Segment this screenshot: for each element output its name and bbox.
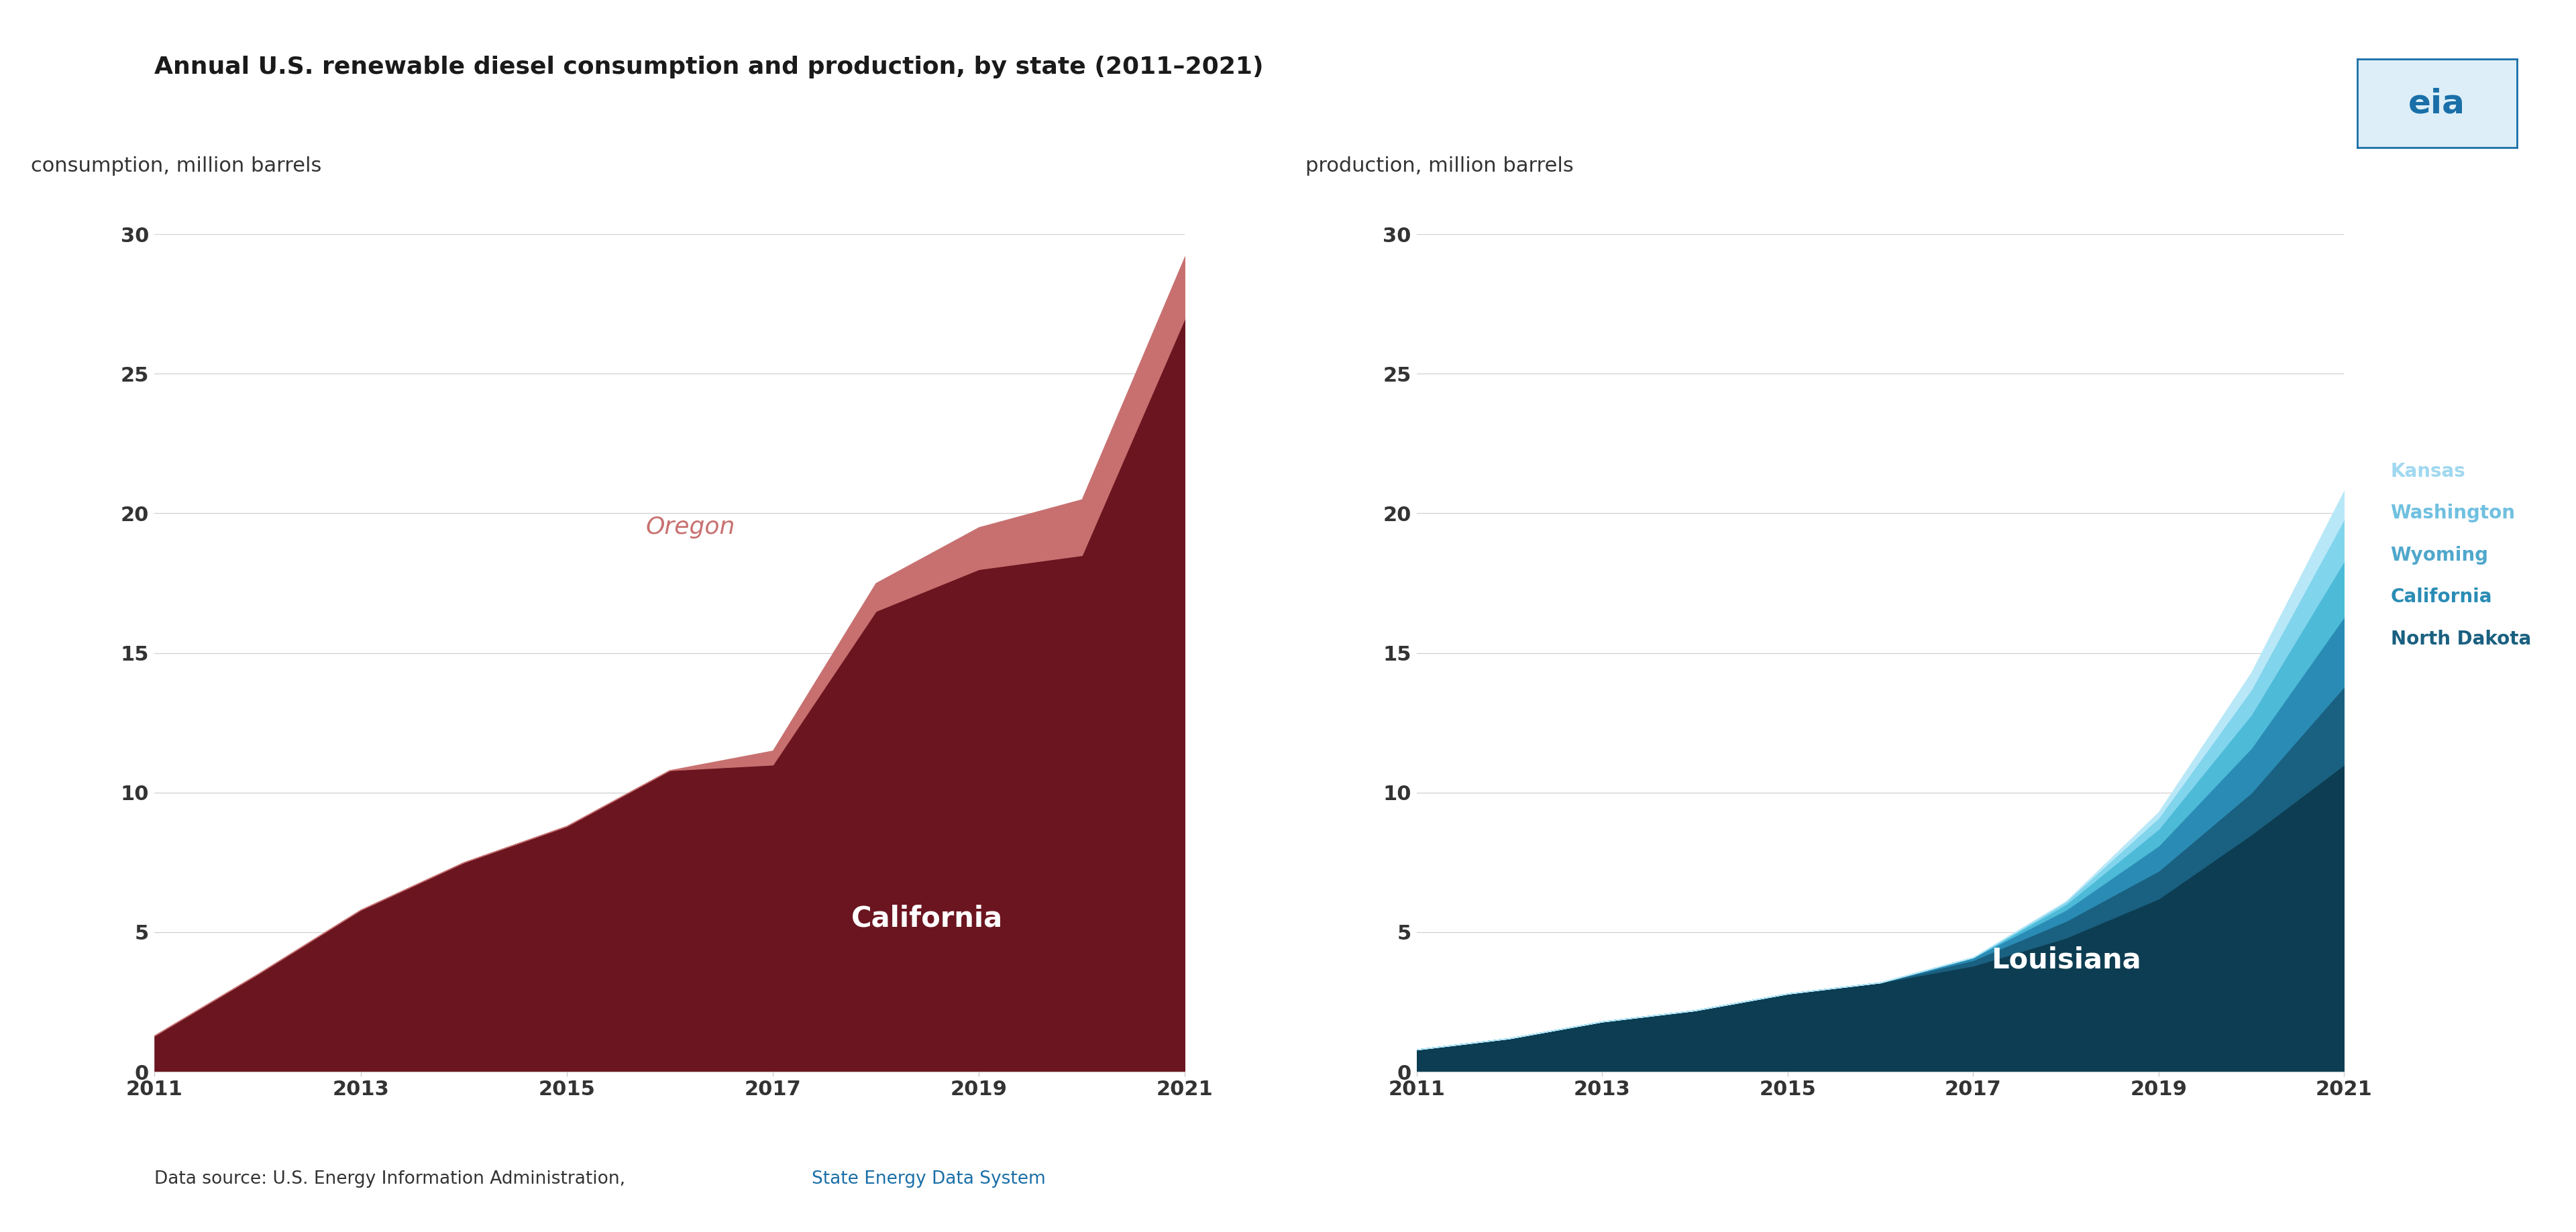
Text: Wyoming: Wyoming bbox=[2347, 546, 2488, 588]
Text: North Dakota: North Dakota bbox=[2347, 630, 2530, 724]
Text: Washington: Washington bbox=[2347, 504, 2514, 540]
Text: consumption, million barrels: consumption, million barrels bbox=[31, 156, 322, 175]
Text: Data source: U.S. Energy Information Administration,: Data source: U.S. Energy Information Adm… bbox=[155, 1170, 631, 1188]
Text: Oregon: Oregon bbox=[647, 516, 734, 538]
Text: California: California bbox=[2347, 588, 2491, 650]
Text: eia: eia bbox=[2409, 87, 2465, 120]
Text: California: California bbox=[853, 904, 1002, 933]
Text: Louisiana: Louisiana bbox=[1991, 946, 2141, 975]
Text: Annual U.S. renewable diesel consumption and production, by state (2011–2021): Annual U.S. renewable diesel consumption… bbox=[155, 55, 1265, 79]
Text: Kansas: Kansas bbox=[2347, 462, 2465, 504]
Text: State Energy Data System: State Energy Data System bbox=[811, 1170, 1046, 1188]
Text: production, million barrels: production, million barrels bbox=[1306, 156, 1574, 175]
